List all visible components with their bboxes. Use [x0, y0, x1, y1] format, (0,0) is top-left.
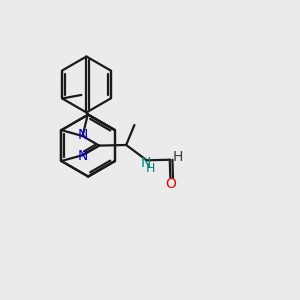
- Text: N: N: [140, 156, 151, 170]
- Text: O: O: [165, 177, 176, 191]
- Text: H: H: [146, 162, 155, 175]
- Text: N: N: [77, 128, 88, 142]
- Text: H: H: [173, 150, 183, 164]
- Text: N: N: [77, 149, 88, 163]
